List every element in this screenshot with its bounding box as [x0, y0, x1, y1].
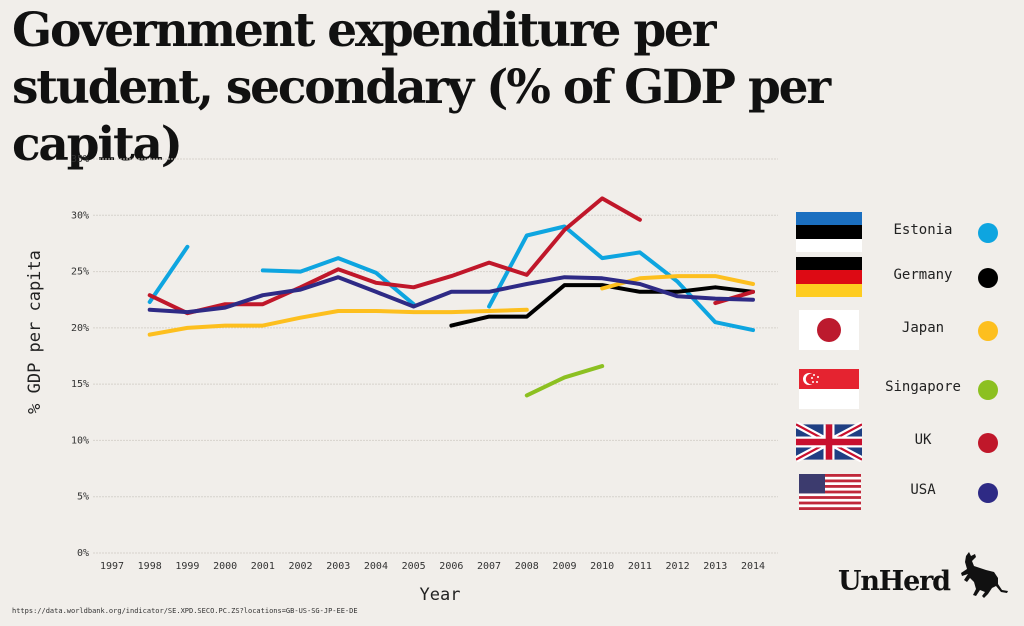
- japan-flag-icon: [796, 310, 862, 350]
- series-line-segment: [147, 275, 755, 315]
- series-line-segment: [147, 244, 190, 304]
- series-singapore: [524, 364, 605, 398]
- x-tick-label: 2014: [741, 561, 765, 572]
- legend-color-dot: [978, 380, 998, 400]
- x-tick-label: 2011: [628, 561, 652, 572]
- usa-flag-icon: [796, 472, 862, 512]
- y-tick-label: 30%: [71, 210, 89, 221]
- x-tick-label: 2002: [288, 561, 312, 572]
- x-tick-label: 2004: [364, 561, 388, 572]
- y-tick-label: 20%: [71, 323, 89, 334]
- legend-item-japan: Japan: [796, 310, 1006, 350]
- y-tick-label: 5%: [77, 492, 89, 503]
- x-tick-label: 2012: [666, 561, 690, 572]
- legend-label: UK: [914, 432, 932, 448]
- legend-color-dot: [978, 223, 998, 243]
- unherd-logo: UnHerd: [838, 566, 951, 597]
- x-tick-label: 2005: [402, 561, 426, 572]
- y-tick-label: 25%: [71, 267, 89, 278]
- legend-color-dot: [978, 483, 998, 503]
- legend-item-germany: Germany: [796, 257, 1006, 297]
- x-tick-label: 2006: [439, 561, 463, 572]
- legend-color-dot: [978, 321, 998, 341]
- legend-label: Singapore: [885, 379, 961, 395]
- gridlines: [93, 158, 778, 554]
- germany-flag-icon: [796, 257, 862, 297]
- y-tick-label: 0%: [77, 548, 89, 559]
- x-axis-label: Year: [420, 585, 461, 605]
- source-url: https://data.worldbank.org/indicator/SE.…: [12, 607, 358, 615]
- x-tick-label: 2010: [590, 561, 614, 572]
- legend-color-dot: [978, 268, 998, 288]
- x-tick-label: 2008: [515, 561, 539, 572]
- y-axis-label: % GDP per capita: [25, 250, 45, 414]
- uk-flag-icon: [796, 422, 862, 462]
- bull-icon: [961, 552, 1008, 598]
- series-lines: [147, 196, 755, 398]
- legend-label: Japan: [901, 320, 945, 336]
- legend-item-singapore: Singapore: [796, 369, 1006, 409]
- x-axis-ticks: 1997 1998 1999 2000 2001 2002 2003 2004 2005 2006…: [100, 561, 765, 572]
- legend-label: USA: [910, 482, 936, 498]
- x-tick-label: 2000: [213, 561, 237, 572]
- y-tick-label: 15%: [71, 379, 89, 390]
- chart-title: Government expenditure per student, seco…: [12, 3, 831, 172]
- legend-item-usa: USA: [796, 472, 1006, 512]
- legend-item-estonia: Estonia: [796, 212, 1006, 252]
- x-tick-label: 2003: [326, 561, 350, 572]
- x-tick-label: 2009: [552, 561, 576, 572]
- x-tick-label: 2007: [477, 561, 501, 572]
- x-tick-label: 2001: [251, 561, 275, 572]
- legend-label: Germany: [893, 267, 953, 283]
- singapore-flag-icon: [796, 369, 862, 409]
- x-tick-label: 1997: [100, 561, 124, 572]
- legend-color-dot: [978, 433, 998, 453]
- estonia-flag-icon: [796, 212, 862, 252]
- series-line-segment: [487, 224, 755, 333]
- y-tick-label: 35%: [71, 154, 89, 165]
- series-usa: [147, 275, 755, 315]
- x-tick-label: 2013: [703, 561, 727, 572]
- x-tick-label: 1998: [138, 561, 162, 572]
- x-tick-label: 1999: [175, 561, 199, 572]
- y-axis-ticks: 0% 5% 10% 15% 20% 25% 30% 35%: [71, 154, 89, 559]
- y-tick-label: 10%: [71, 435, 89, 446]
- series-line-segment: [524, 364, 605, 398]
- legend-label: Estonia: [893, 222, 953, 238]
- legend-item-uk: UK: [796, 422, 1006, 462]
